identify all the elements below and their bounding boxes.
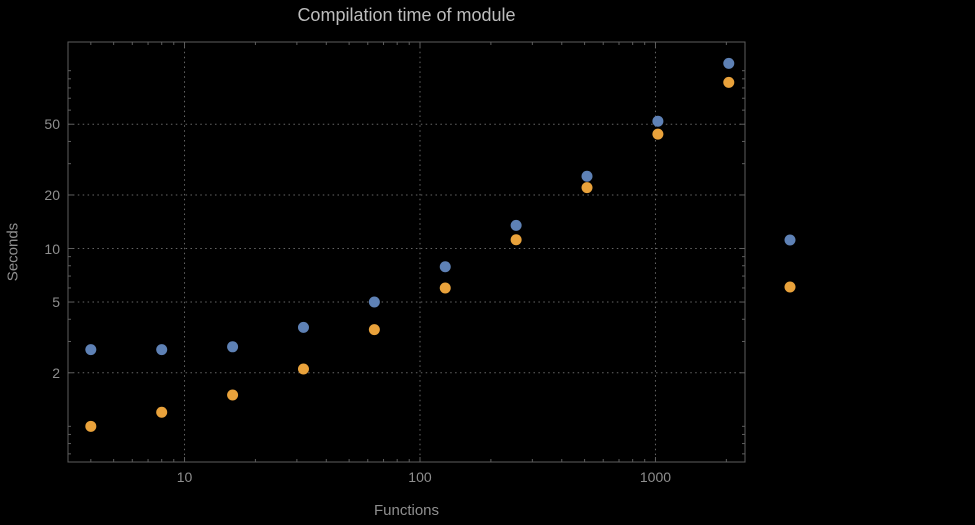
data-point-series-2-orange: [227, 389, 239, 401]
data-point-series-1-blue: [156, 344, 168, 356]
data-point-series-1-blue: [368, 296, 380, 308]
y-tick-label: 10: [44, 240, 60, 257]
x-tick-label: 10: [176, 469, 193, 485]
data-point-series-1-blue: [510, 219, 522, 231]
data-point-series-2-orange: [652, 128, 664, 140]
y-tick-label: 2: [52, 364, 60, 381]
data-point-series-1-blue: [581, 170, 593, 182]
x-axis-label: Functions: [373, 502, 440, 519]
x-tick-label: 100: [408, 469, 432, 485]
chart-title: Compilation time of module: [297, 5, 516, 25]
data-point-series-2-orange: [723, 76, 735, 88]
data-point-series-1-blue: [227, 341, 239, 353]
y-tick-label: 50: [44, 116, 60, 133]
y-tick-label: 20: [44, 186, 60, 203]
data-point-series-2-orange: [510, 234, 522, 246]
data-point-series-1-blue: [652, 115, 664, 127]
legend-marker-series-1-blue: [784, 234, 796, 246]
legend-marker-series-2-orange: [784, 281, 796, 293]
data-point-series-1-blue: [723, 57, 735, 69]
x-tick-label: 1000: [639, 469, 672, 485]
data-point-series-2-orange: [581, 182, 593, 194]
data-point-series-2-orange: [297, 363, 309, 375]
data-point-series-1-blue: [297, 321, 309, 333]
plot-frame: [67, 41, 746, 463]
data-point-series-2-orange: [85, 420, 97, 432]
data-point-series-1-blue: [439, 261, 451, 273]
data-point-series-2-orange: [156, 406, 168, 418]
data-point-series-2-orange: [439, 282, 451, 294]
data-point-series-1-blue: [85, 344, 97, 356]
data-point-series-2-orange: [368, 324, 380, 336]
y-tick-label: 5: [52, 294, 60, 311]
